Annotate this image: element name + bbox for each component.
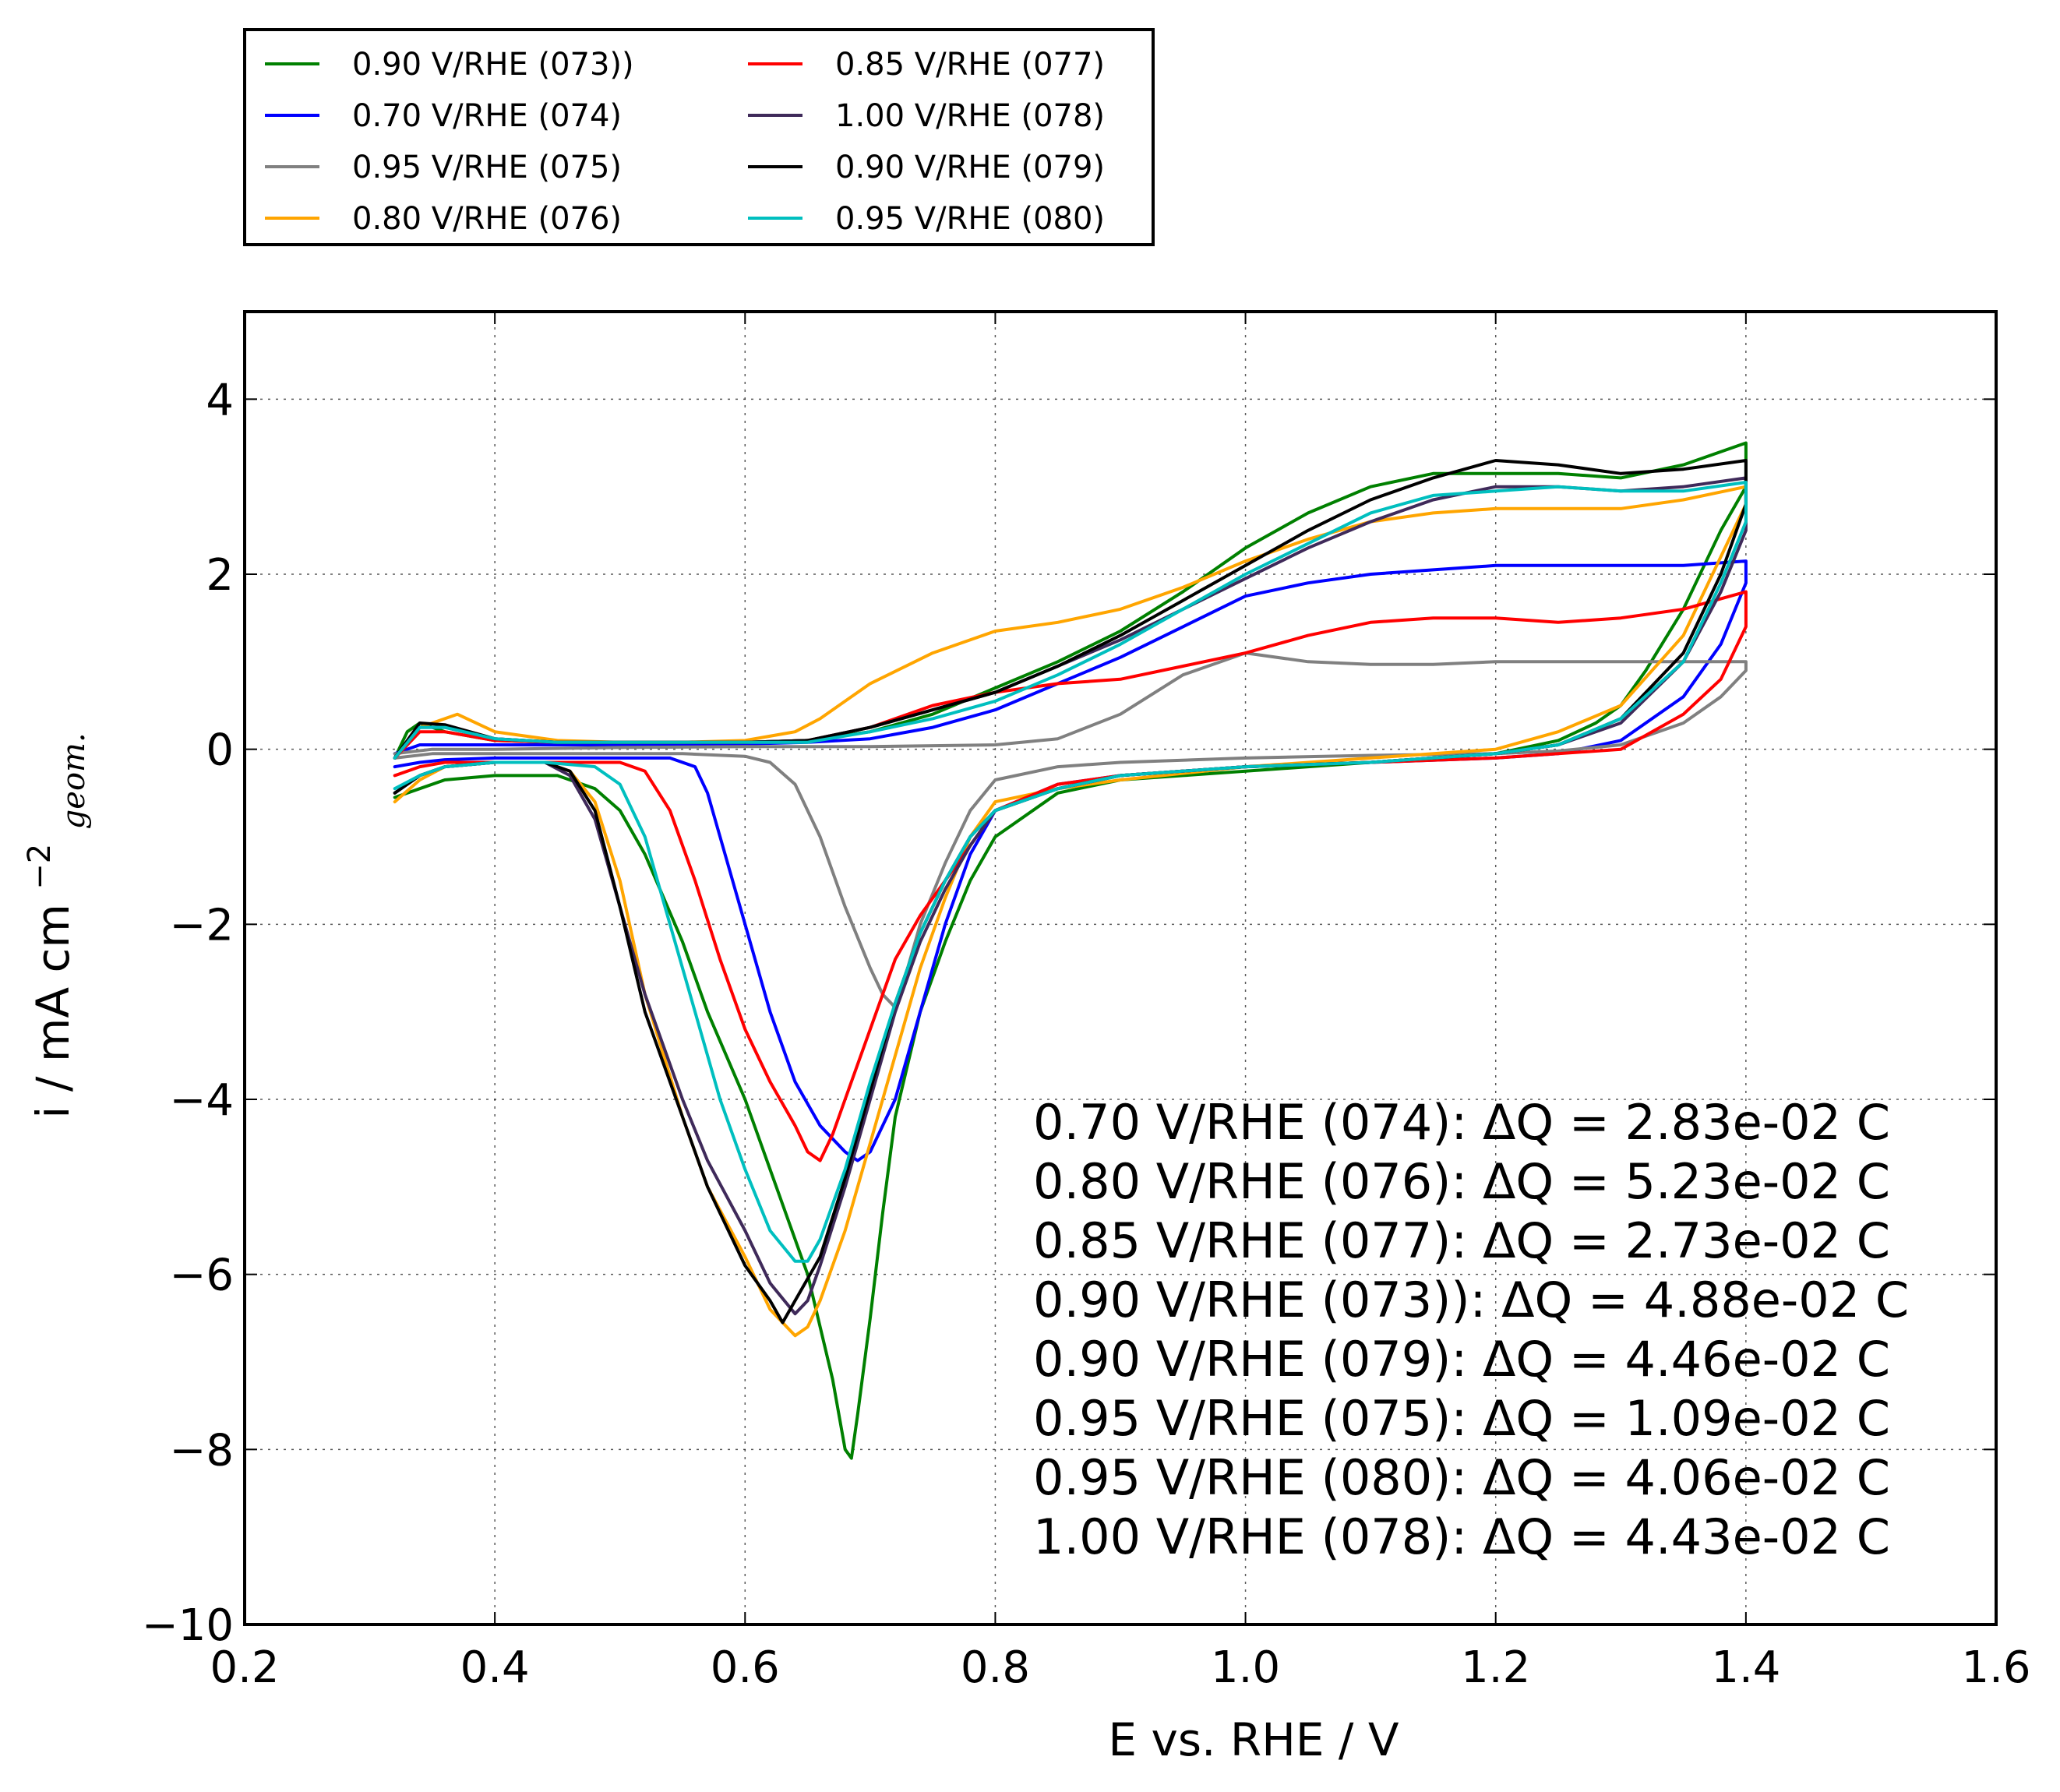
legend-label: 0.70 V/RHE (074)	[352, 98, 622, 134]
legend-box	[243, 28, 1155, 246]
axis-ticks: 0.2 0.4 0.6 0.8 1.0 1.2 1.4 1.6 −10 −8 −6 −4 −2 0 2 4	[142, 312, 2031, 1693]
plot-frame	[243, 310, 1998, 1626]
y-tick-label: −8	[169, 1425, 234, 1476]
delta-q-annotation: 0.80 V/RHE (076): ΔQ = 5.23e-02 C	[1033, 1153, 1890, 1210]
y-axis-label-subscript: geom.	[56, 732, 92, 829]
series-lines	[393, 441, 1748, 1460]
y-tick-label: −10	[142, 1600, 234, 1651]
y-tick-label: 2	[206, 550, 234, 601]
y-tick-label: −2	[169, 900, 234, 951]
legend-label: 0.90 V/RHE (073))	[352, 47, 634, 83]
delta-q-annotations: 0.70 V/RHE (074): ΔQ = 2.83e-02 C0.80 V/…	[1033, 1094, 1909, 1565]
delta-q-annotation: 0.95 V/RHE (075): ΔQ = 1.09e-02 C	[1033, 1390, 1890, 1447]
legend-label: 0.80 V/RHE (076)	[352, 201, 622, 237]
delta-q-annotation: 0.90 V/RHE (073)): ΔQ = 4.88e-02 C	[1033, 1272, 1909, 1328]
x-tick-label: 0.8	[961, 1642, 1030, 1693]
delta-q-annotation: 0.85 V/RHE (077): ΔQ = 2.73e-02 C	[1033, 1212, 1890, 1269]
delta-q-annotation: 0.95 V/RHE (080): ΔQ = 4.06e-02 C	[1033, 1449, 1890, 1506]
legend-label: 0.90 V/RHE (079)	[835, 150, 1105, 185]
x-tick-label: 0.2	[210, 1642, 279, 1693]
x-tick-label: 1.0	[1211, 1642, 1280, 1693]
delta-q-annotation: 1.00 V/RHE (078): ΔQ = 4.43e-02 C	[1033, 1508, 1890, 1565]
x-tick-label: 0.4	[460, 1642, 530, 1693]
x-tick-label: 1.4	[1711, 1642, 1780, 1693]
legend-label: 1.00 V/RHE (078)	[835, 98, 1105, 134]
y-axis-label-main: i / mA cm	[26, 904, 79, 1119]
y-tick-label: 4	[206, 375, 234, 425]
delta-q-annotation: 0.90 V/RHE (079): ΔQ = 4.46e-02 C	[1033, 1331, 1890, 1388]
y-axis-label: i / mA cm −2 geom.	[8, 732, 92, 1118]
series-line	[393, 651, 1748, 1010]
legend: 0.90 V/RHE (073)) 0.70 V/RHE (074) 0.95 V/…	[243, 28, 1155, 246]
delta-q-annotation: 0.70 V/RHE (074): ΔQ = 2.83e-02 C	[1033, 1094, 1890, 1151]
legend-label: 0.95 V/RHE (075)	[352, 150, 622, 185]
x-tick-label: 0.6	[711, 1642, 780, 1693]
x-tick-label: 1.2	[1461, 1642, 1530, 1693]
legend-label: 0.85 V/RHE (077)	[835, 47, 1105, 83]
y-tick-label: −4	[169, 1075, 234, 1126]
y-tick-label: 0	[206, 725, 234, 776]
series-line	[393, 481, 1748, 1263]
x-tick-label: 1.6	[1961, 1642, 2030, 1693]
y-tick-label: −6	[169, 1251, 234, 1301]
x-axis-label: E vs. RHE / V	[1108, 1713, 1399, 1766]
y-axis-label-exponent: −2	[22, 844, 58, 890]
legend-label: 0.95 V/RHE (080)	[835, 201, 1105, 237]
